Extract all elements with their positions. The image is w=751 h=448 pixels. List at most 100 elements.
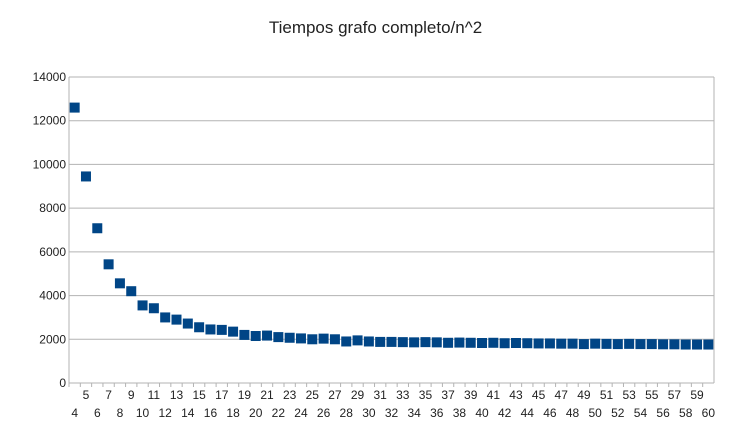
x-tick-label: 28	[340, 406, 354, 420]
data-point	[397, 337, 408, 348]
x-tick-label: 31	[374, 388, 388, 402]
data-point	[114, 278, 125, 289]
data-point	[703, 339, 714, 350]
x-tick-label: 4	[71, 406, 78, 420]
data-point	[624, 338, 635, 349]
x-tick-label: 5	[83, 388, 90, 402]
data-point	[567, 338, 578, 349]
data-point	[533, 338, 544, 349]
data-point	[386, 336, 397, 347]
data-point	[182, 318, 193, 329]
data-point	[544, 338, 555, 349]
x-tick-label: 41	[487, 388, 501, 402]
data-point	[443, 337, 454, 348]
data-point	[680, 339, 691, 350]
data-point	[341, 336, 352, 347]
x-tick-label: 32	[385, 406, 399, 420]
x-tick-label: 23	[283, 388, 297, 402]
data-point	[635, 339, 646, 350]
data-point	[92, 223, 103, 234]
x-tick-label: 8	[117, 406, 124, 420]
data-point	[284, 332, 295, 343]
data-point	[420, 337, 431, 348]
x-tick-label: 12	[159, 406, 173, 420]
x-tick-label: 14	[181, 406, 195, 420]
data-point	[69, 102, 80, 113]
x-tick-label: 9	[128, 388, 135, 402]
x-tick-label: 27	[328, 388, 342, 402]
data-point	[80, 171, 91, 182]
data-point	[409, 337, 420, 348]
axes	[68, 77, 715, 387]
y-tick-label: 8000	[39, 201, 66, 215]
x-tick-label: 40	[475, 406, 489, 420]
data-point	[329, 334, 340, 345]
x-tick-label: 49	[577, 388, 591, 402]
x-tick-label: 20	[249, 406, 263, 420]
x-tick-label: 39	[464, 388, 478, 402]
data-point	[160, 312, 171, 323]
data-point	[171, 314, 182, 325]
x-tick-label: 34	[407, 406, 421, 420]
x-tick-label: 7	[105, 388, 112, 402]
x-tick-label: 18	[226, 406, 240, 420]
y-tick-label: 14000	[33, 70, 67, 84]
x-tick-label: 15	[192, 388, 206, 402]
data-point	[126, 286, 137, 297]
x-tick-label: 44	[521, 406, 535, 420]
data-point	[431, 337, 442, 348]
x-tick-label: 22	[272, 406, 286, 420]
data-point	[578, 339, 589, 350]
data-point	[295, 333, 306, 344]
x-tick-label: 43	[509, 388, 523, 402]
chart-title: Tiempos grafo completo/n^2	[268, 18, 483, 37]
y-axis-tick-labels: 0 2000 4000 6000 8000 10000 12000 14000	[33, 70, 67, 390]
x-tick-label: 54	[634, 406, 648, 420]
x-tick-label: 56	[656, 406, 670, 420]
x-tick-label: 55	[645, 388, 659, 402]
data-point	[612, 339, 623, 350]
data-point	[556, 338, 567, 349]
x-tick-label: 10	[136, 406, 150, 420]
data-points	[69, 102, 714, 350]
data-point	[318, 333, 329, 344]
data-point	[477, 338, 488, 349]
y-tick-label: 2000	[39, 332, 66, 346]
data-point	[228, 326, 239, 337]
data-point	[148, 303, 159, 314]
data-point	[590, 338, 601, 349]
data-point	[375, 336, 386, 347]
data-point	[273, 332, 284, 343]
x-tick-label: 6	[94, 406, 101, 420]
data-point	[646, 339, 657, 350]
x-tick-label: 29	[351, 388, 365, 402]
x-tick-label: 24	[294, 406, 308, 420]
x-tick-label: 36	[430, 406, 444, 420]
data-point	[250, 331, 261, 342]
data-point	[454, 337, 465, 348]
x-tick-label: 59	[690, 388, 704, 402]
y-tick-label: 4000	[39, 289, 66, 303]
data-point	[352, 335, 363, 346]
data-point	[137, 300, 148, 311]
data-point	[103, 259, 114, 270]
x-tick-label: 60	[702, 406, 716, 420]
y-tick-label: 6000	[39, 245, 66, 259]
x-tick-label: 25	[306, 388, 320, 402]
x-tick-label: 50	[589, 406, 603, 420]
x-axis-tick-labels: 4567891011121314151617181920212223242526…	[71, 388, 715, 420]
x-tick-label: 42	[498, 406, 512, 420]
data-point	[510, 338, 521, 349]
data-point	[522, 338, 533, 349]
x-tick-label: 26	[317, 406, 331, 420]
x-tick-label: 16	[204, 406, 218, 420]
data-point	[601, 338, 612, 349]
x-tick-label: 17	[215, 388, 229, 402]
data-point	[239, 329, 250, 340]
x-tick-label: 53	[622, 388, 636, 402]
x-tick-label: 57	[668, 388, 682, 402]
data-point	[262, 330, 273, 341]
data-point	[692, 339, 703, 350]
x-tick-label: 46	[543, 406, 557, 420]
